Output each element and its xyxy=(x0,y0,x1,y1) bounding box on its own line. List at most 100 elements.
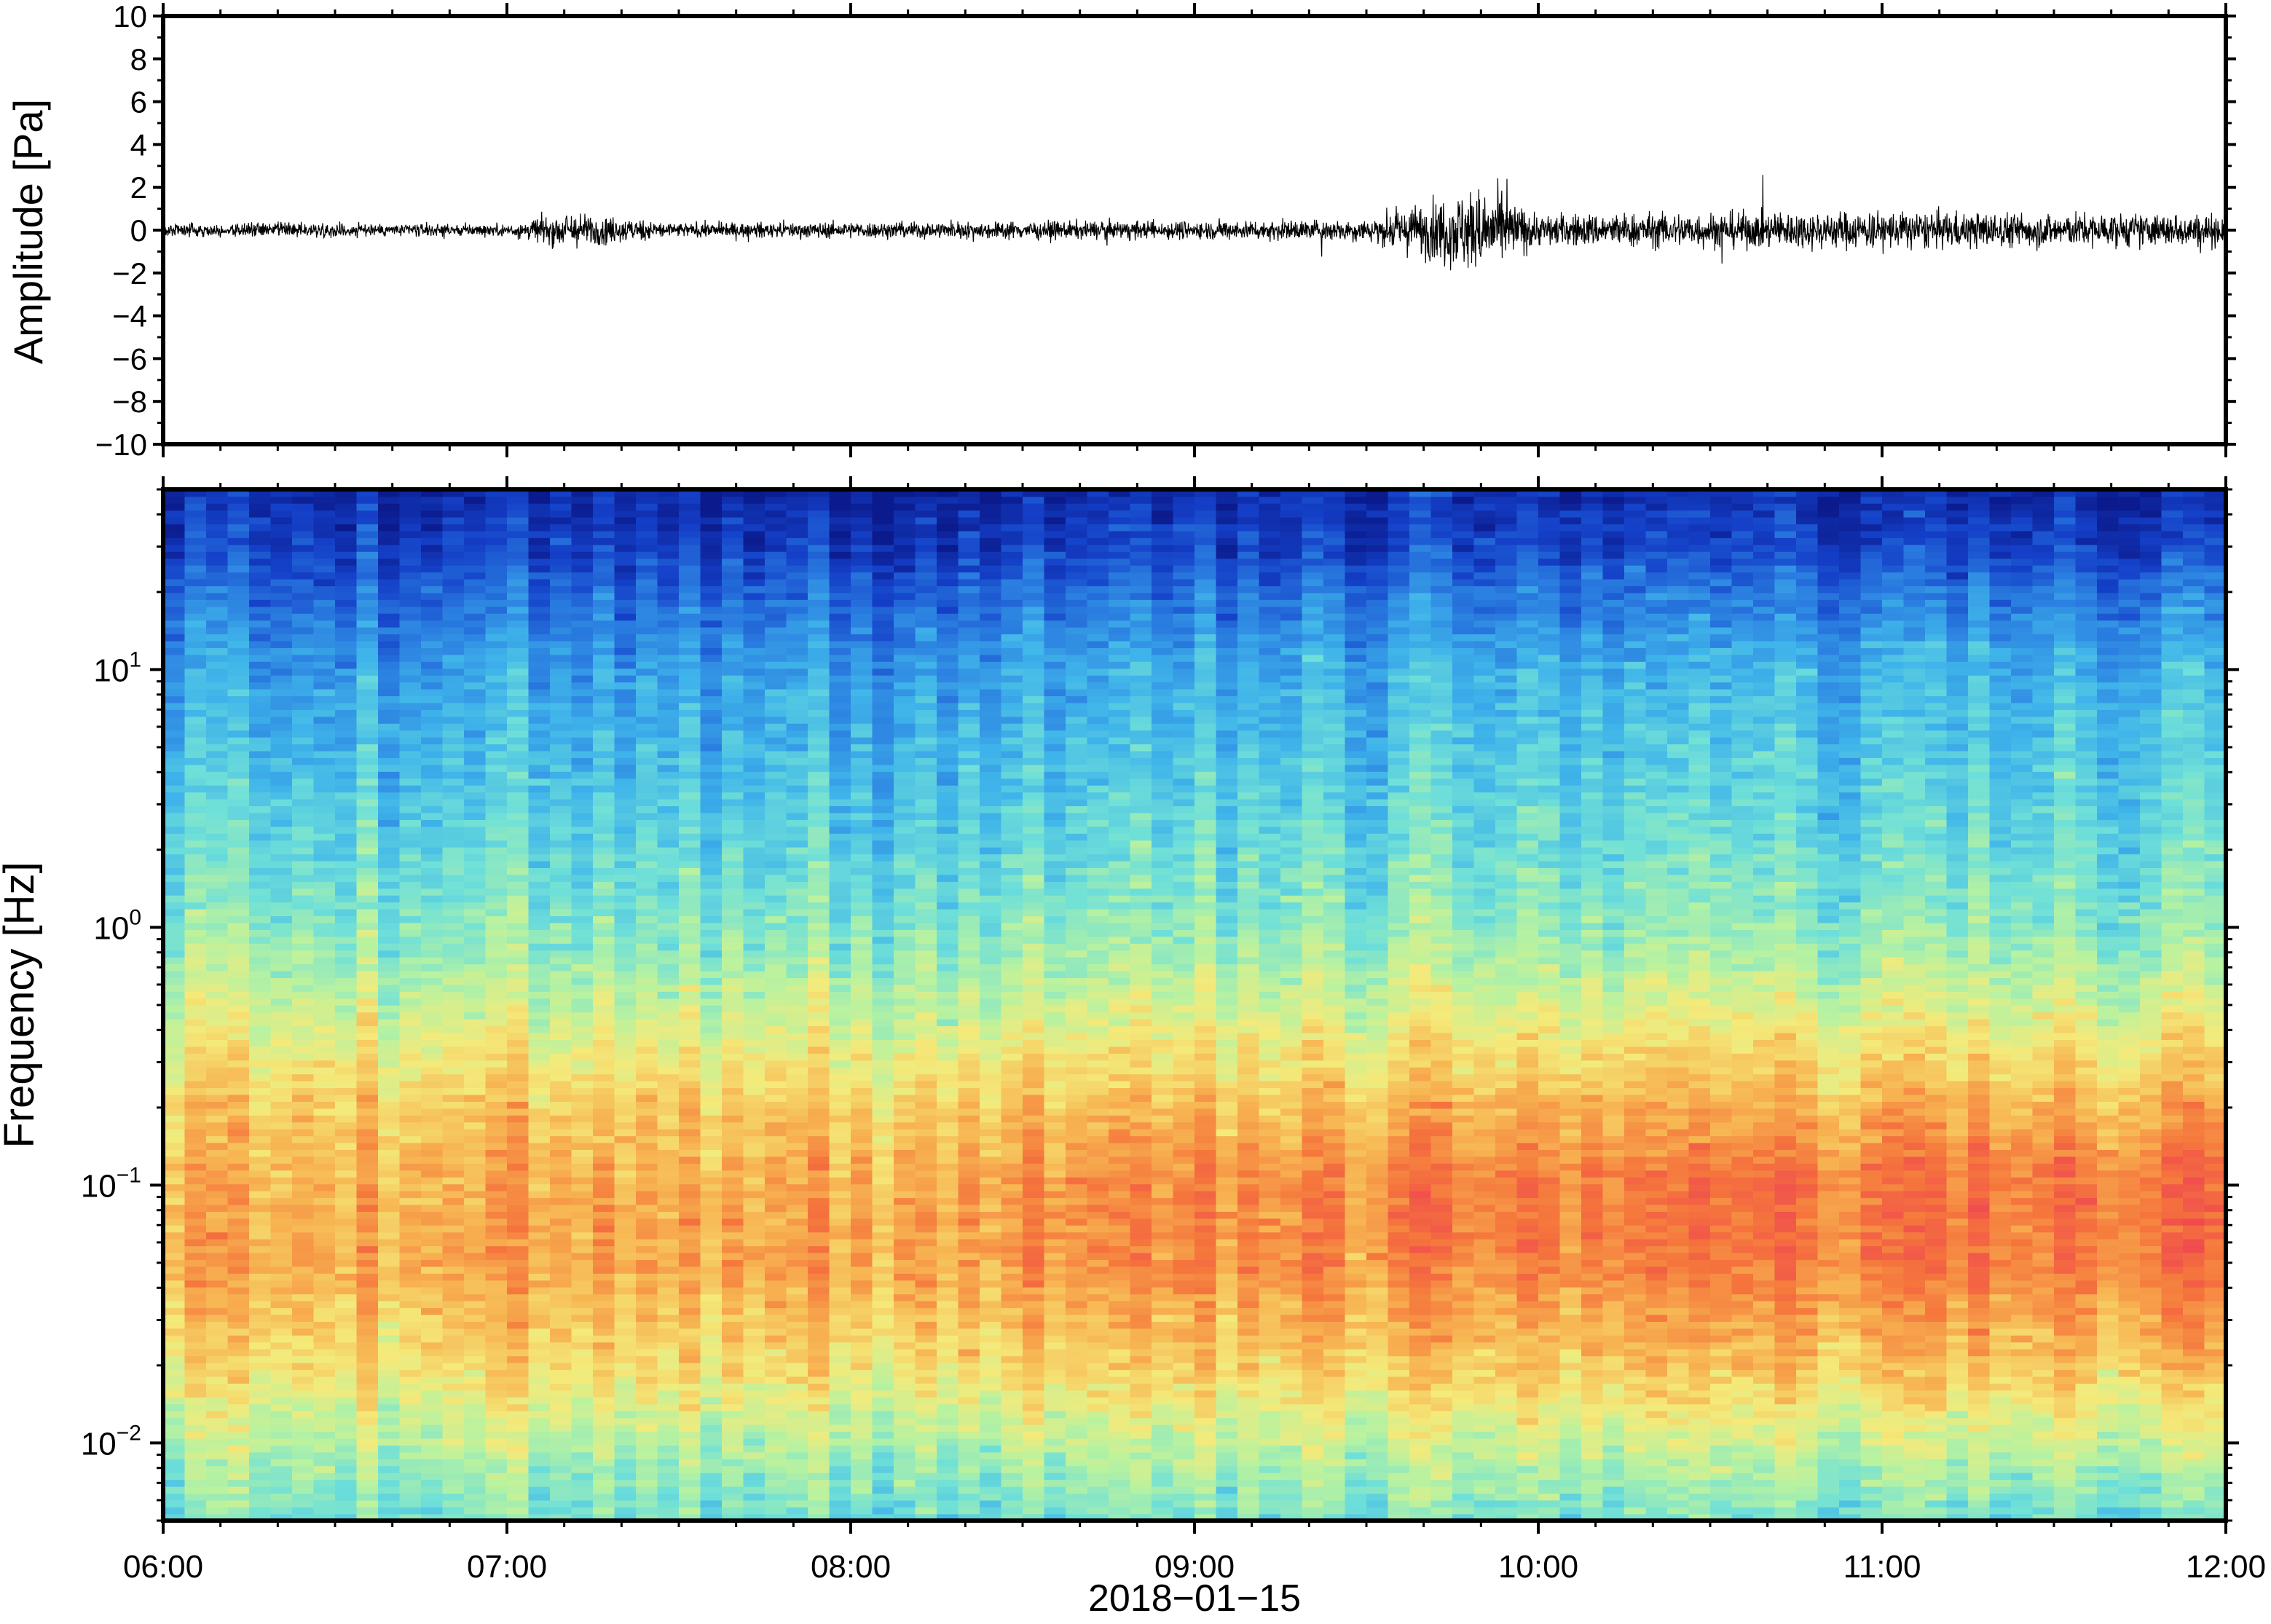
spectrogram-cell xyxy=(657,860,680,868)
spectrogram-cell xyxy=(614,1431,637,1439)
spectrogram-cell xyxy=(593,688,615,696)
spectrogram-cell xyxy=(528,626,551,635)
spectrogram-cell xyxy=(829,1012,851,1020)
spectrogram-cell xyxy=(184,1231,207,1239)
spectrogram-cell xyxy=(528,1266,551,1274)
spectrogram-cell xyxy=(786,1142,808,1151)
spectrogram-cell xyxy=(593,750,615,758)
spectrogram-cell xyxy=(227,1211,250,1219)
spectrogram-cell xyxy=(227,1445,250,1453)
spectrogram-cell xyxy=(227,1266,250,1274)
spectrogram-cell xyxy=(421,1513,444,1521)
spectrogram-cell xyxy=(808,1403,830,1411)
spectrogram-cell xyxy=(528,764,551,772)
spectrogram-cell xyxy=(356,1025,379,1033)
spectrogram-cell xyxy=(722,578,744,586)
spectrogram-cell xyxy=(313,626,336,635)
spectrogram-cell xyxy=(700,668,723,676)
spectrogram-cell xyxy=(571,1018,594,1027)
spectrogram-cell xyxy=(378,812,401,820)
spectrogram-cell xyxy=(829,874,851,882)
spectrogram-cell xyxy=(270,1362,293,1371)
spectrogram-cell xyxy=(743,1135,765,1143)
spectrogram-cell xyxy=(184,1390,207,1398)
spectrogram-cell xyxy=(421,950,444,958)
spectrogram-cell xyxy=(227,1073,250,1081)
spectrogram-cell xyxy=(421,654,444,662)
spectrogram-cell xyxy=(636,771,658,779)
spectrogram-cell xyxy=(163,654,186,662)
spectrogram-cell xyxy=(249,586,272,594)
spectrogram-cell xyxy=(679,860,701,868)
spectrogram-cell xyxy=(593,1142,615,1151)
spectrogram-cell xyxy=(808,502,830,511)
spectrogram-cell xyxy=(270,516,293,524)
spectrogram-cell xyxy=(184,1108,207,1116)
spectrogram-cell xyxy=(270,661,293,669)
spectrogram-cell xyxy=(270,709,293,717)
spectrogram-cell xyxy=(593,1300,615,1309)
spectrogram-cell xyxy=(249,764,272,772)
spectrogram-cell xyxy=(227,1156,250,1164)
spectrogram-cell xyxy=(399,846,422,855)
spectrogram-cell xyxy=(722,1451,744,1459)
spectrogram-cell xyxy=(593,1245,615,1253)
spectrogram-cell xyxy=(399,977,422,985)
spectrogram-cell xyxy=(722,1410,744,1419)
spectrogram-cell xyxy=(485,854,508,862)
spectrogram-cell xyxy=(722,626,744,635)
spectrogram-cell xyxy=(765,1266,787,1274)
spectrogram-cell xyxy=(356,1273,379,1281)
spectrogram-cell xyxy=(270,805,293,813)
spectrogram-cell xyxy=(335,833,358,841)
spectrogram-cell xyxy=(313,1163,336,1171)
spectrogram-cell xyxy=(442,1293,465,1301)
spectrogram-cell xyxy=(550,805,572,813)
spectrogram-cell xyxy=(163,1507,186,1515)
spectrogram-cell xyxy=(442,798,465,807)
spectrogram-cell xyxy=(700,1376,723,1384)
spectrogram-cell xyxy=(614,688,637,696)
spectrogram-cell xyxy=(313,1053,336,1061)
spectrogram-cell xyxy=(765,1328,787,1336)
spectrogram-cell xyxy=(399,894,422,903)
spectrogram-cell xyxy=(636,695,658,703)
spectrogram-cell xyxy=(464,537,487,545)
spectrogram-cell xyxy=(313,716,336,724)
spectrogram-cell xyxy=(550,1513,572,1521)
spectrogram-cell xyxy=(507,1190,530,1199)
spectrogram-cell xyxy=(550,867,572,875)
spectrogram-cell xyxy=(550,1060,572,1068)
spectrogram-cell xyxy=(227,1197,250,1205)
spectrogram-cell xyxy=(657,984,680,992)
spectrogram-cell xyxy=(464,1025,487,1033)
spectrogram-cell xyxy=(249,1307,272,1315)
spectrogram-cell xyxy=(206,1273,229,1281)
spectrogram-cell xyxy=(550,812,572,820)
spectrogram-cell xyxy=(227,1280,250,1288)
spectrogram-cell xyxy=(464,956,487,965)
spectrogram-cell xyxy=(765,744,787,752)
spectrogram-cell xyxy=(571,688,594,696)
spectrogram-cell xyxy=(421,1493,444,1501)
spectrogram-cell xyxy=(485,1287,508,1295)
spectrogram-cell xyxy=(743,1177,765,1185)
spectrogram-cell xyxy=(614,1066,637,1075)
spectrogram-cell xyxy=(399,524,422,532)
spectrogram-cell xyxy=(270,1349,293,1357)
spectrogram-cell xyxy=(808,537,830,545)
spectrogram-cell xyxy=(786,702,808,710)
spectrogram-cell xyxy=(313,668,336,676)
spectrogram-cell xyxy=(550,874,572,882)
spectrogram-cell xyxy=(700,1410,723,1419)
spectrogram-cell xyxy=(765,1465,787,1473)
spectrogram-cell xyxy=(399,640,422,648)
spectrogram-cell xyxy=(163,998,186,1006)
spectrogram-cell xyxy=(700,840,723,848)
spectrogram-cell xyxy=(249,757,272,765)
spectrogram-cell xyxy=(808,1300,830,1309)
spectrogram-cell xyxy=(206,620,229,628)
spectrogram-cell xyxy=(765,716,787,724)
spectrogram-cell xyxy=(636,1060,658,1068)
spectrogram-cell xyxy=(206,1238,229,1247)
